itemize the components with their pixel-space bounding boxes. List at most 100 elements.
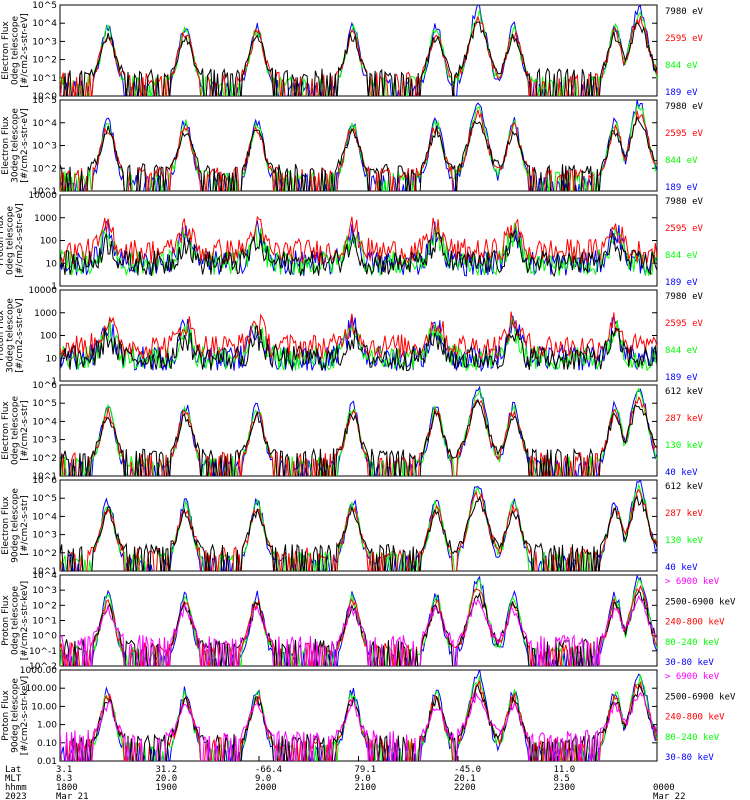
series-group — [60, 215, 657, 278]
series-line-7980-ev — [60, 325, 657, 371]
y-axis-label-line: MEPED — [0, 700, 2, 732]
y-tick-label: 10^3 — [32, 37, 57, 47]
y-tick-label: 10 — [46, 259, 58, 269]
panel-5: 10^110^210^310^410^510^6MEPEDElectron Fl… — [0, 381, 704, 482]
x-row-label: MLT — [5, 774, 22, 784]
x-col-mlt: 8.5 — [554, 774, 570, 784]
x-col-lat: 3.1 — [56, 765, 72, 775]
y-axis-label: Proton Flux0deg telescope[#/cm2-s-str-eV… — [0, 203, 25, 278]
y-axis-label-line: [#/cm2-s-str-eV] — [20, 108, 30, 183]
y-tick-label: 10^3 — [32, 436, 57, 446]
y-axis-label-line: Electron Flux — [1, 401, 11, 460]
y-tick-label: 1 — [51, 282, 57, 292]
legend-entry: 844 eV — [665, 156, 698, 166]
y-tick-label: 10^6 — [32, 381, 57, 391]
x-col-lat: 79.1 — [355, 765, 377, 775]
y-axis-label-line: [#/cm2-s-str-eV] — [15, 203, 25, 278]
series-line-189-ev — [60, 5, 657, 96]
series-line-612-kev — [60, 398, 657, 476]
y-tick-label: 10^-2 — [29, 662, 57, 672]
y-axis-label-line: Electron Flux — [1, 21, 11, 80]
legend-entry: 189 eV — [665, 373, 698, 383]
legend-entry: 130 keV — [665, 536, 704, 546]
x-col-mlt: 9.0 — [255, 774, 271, 784]
x-row-label: 2023 — [5, 792, 27, 800]
panel-2: 10^110^210^310^410^5TEDElectron Flux30de… — [0, 96, 704, 197]
y-tick-label: 10^1 — [32, 567, 57, 577]
y-tick-label: 100 — [40, 237, 57, 247]
series-line--6900-kev — [60, 691, 657, 761]
y-tick-label: 1000 — [34, 214, 57, 224]
y-axis-label: MEPEDElectron Flux90deg telescope[#/cm2-… — [0, 488, 30, 563]
x-col-date: Mar 22 — [653, 792, 686, 800]
series-group — [60, 385, 657, 476]
y-tick-label: 1000 — [34, 309, 57, 319]
legend-entry: 287 keV — [665, 414, 704, 424]
x-col-mlt: 20.0 — [156, 774, 178, 784]
y-tick-label: 100 — [40, 332, 57, 342]
panel-frame — [59, 4, 658, 97]
legend-entry: 612 keV — [665, 387, 704, 397]
y-tick-label: 10000 — [28, 286, 57, 296]
legend-entry: 612 keV — [665, 482, 704, 492]
series-line-844-ev — [60, 104, 657, 191]
y-tick-label: 10^2 — [32, 549, 57, 559]
legend-entry: 130 keV — [665, 441, 704, 451]
y-tick-label: 10000 — [28, 191, 57, 201]
y-axis-label-line: 30deg telescope — [11, 108, 21, 183]
y-tick-label: 10^3 — [32, 142, 57, 152]
y-tick-label: 10^3 — [32, 531, 57, 541]
y-axis-label-line: Electron Flux — [1, 496, 11, 555]
series-group — [60, 100, 657, 191]
series-line-2595-ev — [60, 15, 657, 96]
y-tick-label: 10^5 — [32, 494, 57, 504]
x-col-hhmm: 2100 — [355, 783, 377, 793]
series-line-844-ev — [60, 222, 657, 277]
legend-entry: 7980 eV — [665, 7, 704, 17]
y-tick-label: 1 — [51, 377, 57, 387]
x-col-lat: 11.0 — [554, 765, 576, 775]
panel-6: 10^110^210^310^410^510^6MEPEDElectron Fl… — [0, 476, 704, 577]
legend-entry: 2595 eV — [665, 34, 704, 44]
y-axis-label-line: 0deg telescope — [11, 586, 21, 656]
x-col-lat: -45.0 — [454, 765, 481, 775]
y-axis-label-line: 0deg telescope — [11, 16, 21, 86]
legend-entry: > 6900 keV — [665, 577, 720, 587]
series-group — [60, 575, 657, 666]
legend-entry: 7980 eV — [665, 197, 704, 207]
series-line-844-ev — [60, 9, 657, 96]
y-tick-label: 0.10 — [37, 739, 57, 749]
x-col-mlt: 8.3 — [56, 774, 72, 784]
x-col-hhmm: 0000 — [653, 783, 675, 793]
legend-entry: 189 eV — [665, 278, 698, 288]
legend-entry: 80-240 keV — [665, 638, 720, 648]
legend-entry: 844 eV — [665, 346, 698, 356]
y-axis-label-line: Proton Flux — [0, 215, 6, 266]
legend-entry: 189 eV — [665, 88, 698, 98]
y-axis-label-line: 90deg telescope — [11, 678, 21, 753]
y-axis-label-line: Proton Flux — [0, 310, 6, 361]
series-line-844-ev — [60, 317, 657, 372]
x-col-mlt: 9.0 — [355, 774, 371, 784]
y-axis-label-line: [#/cm2-s-str-eV] — [15, 298, 25, 373]
y-tick-label: 10^4 — [32, 19, 57, 29]
x-col-hhmm: 2000 — [255, 783, 277, 793]
y-tick-label: 10^0 — [32, 92, 57, 102]
legend-entry: 240-800 keV — [665, 618, 725, 628]
series-line-7980-ev — [60, 115, 657, 191]
y-tick-label: 100.00 — [26, 684, 58, 694]
y-tick-label: 10^1 — [32, 187, 57, 197]
legend-entry: > 6900 keV — [665, 672, 720, 682]
legend-entry: 189 eV — [665, 183, 698, 193]
legend-entry: 30-80 keV — [665, 658, 714, 668]
y-tick-label: 1000.00 — [20, 666, 57, 676]
x-row-label: hhmm — [5, 783, 27, 793]
series-line-7980-ev — [63, 21, 657, 96]
legend-entry: 2500-6900 keV — [665, 692, 736, 702]
y-axis-label-line: [#/cm2-s-str-keV] — [20, 581, 30, 660]
y-tick-label: 10^5 — [32, 1, 57, 11]
y-axis-label-line: [#/cm2-s-str-keV] — [20, 676, 30, 755]
